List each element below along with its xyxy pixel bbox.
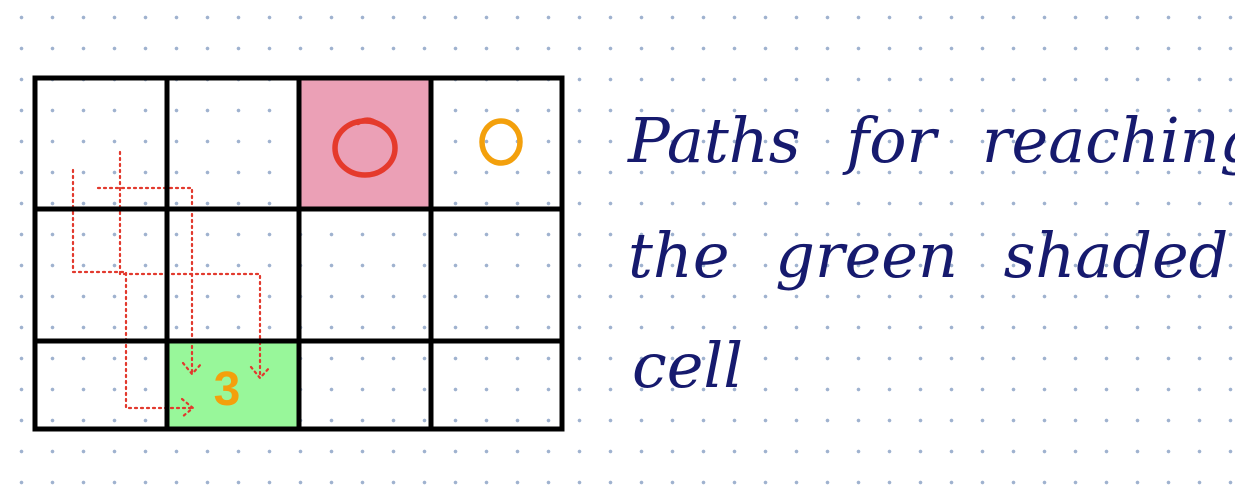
start-cell-shaded	[299, 78, 431, 209]
grid-lines	[32, 75, 565, 432]
dotted-paths	[71, 150, 272, 419]
note-line-2: the green shaded	[628, 219, 1229, 292]
note-line-1: Paths for reaching	[628, 104, 1235, 177]
path-arrowhead-3	[180, 397, 195, 419]
note-line-3: cell	[632, 329, 744, 402]
target-count-label: 3	[214, 363, 241, 416]
path-route-3	[71, 168, 194, 410]
path-arrowhead-1	[249, 365, 272, 380]
path-route-1	[118, 150, 262, 380]
red-circle-tail	[355, 117, 381, 127]
orange-circle-mark	[479, 118, 523, 166]
target-cell-shaded	[167, 341, 299, 429]
path-route-2	[96, 186, 194, 374]
path-arrowhead-2	[181, 361, 204, 376]
